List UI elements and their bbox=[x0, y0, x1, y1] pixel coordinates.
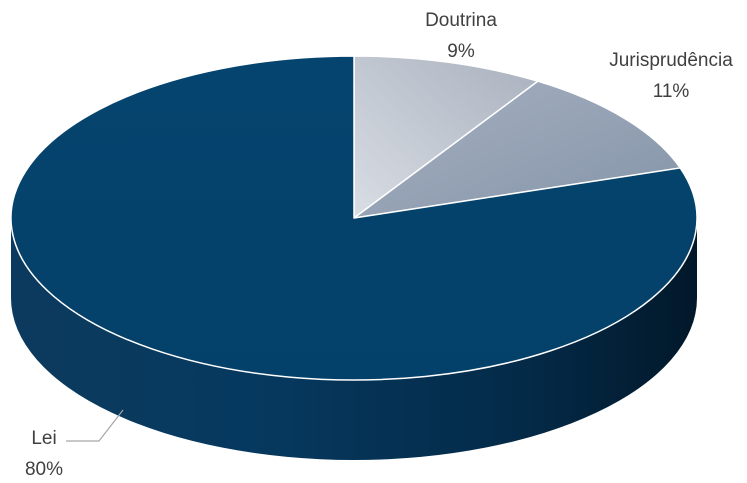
slice-label-jurisprudencia: Jurisprudência bbox=[609, 50, 733, 71]
pie-top bbox=[10, 55, 698, 381]
pie-side-wall bbox=[11, 218, 697, 460]
slice-value-doutrina: 9% bbox=[447, 41, 475, 62]
slice-label-lei: Lei bbox=[31, 428, 56, 449]
pie-slice-lei bbox=[10, 55, 698, 381]
pie-labels: Doutrina 9% Jurisprudência 11% Lei 80% bbox=[25, 10, 733, 480]
pie-side bbox=[11, 218, 697, 460]
slice-value-lei: 80% bbox=[25, 459, 63, 480]
slice-value-jurisprudencia: 11% bbox=[653, 81, 690, 102]
pie-slice-jurisprudencia bbox=[353, 80, 681, 219]
slice-label-doutrina: Doutrina bbox=[425, 10, 497, 31]
leader-line-lei bbox=[66, 409, 124, 442]
pie-slice-doutrina bbox=[353, 55, 539, 219]
